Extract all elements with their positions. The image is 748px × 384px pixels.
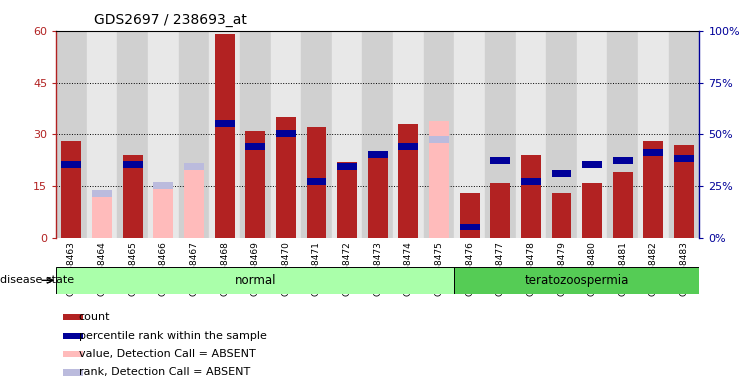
Bar	[276, 130, 295, 137]
Text: rank, Detection Call = ABSENT: rank, Detection Call = ABSENT	[79, 367, 250, 377]
Bar	[245, 131, 265, 238]
Bar	[63, 333, 83, 339]
Bar	[521, 155, 541, 238]
Bar	[399, 143, 418, 150]
Bar	[307, 178, 326, 185]
Bar	[613, 172, 633, 238]
Bar	[123, 161, 143, 168]
Bar	[577, 31, 607, 238]
Bar	[643, 141, 663, 238]
Bar	[368, 155, 387, 238]
Bar	[332, 31, 363, 238]
Bar	[179, 31, 209, 238]
Bar	[209, 31, 240, 238]
Bar	[490, 157, 510, 164]
Bar	[184, 164, 204, 170]
Text: GDS2697 / 238693_at: GDS2697 / 238693_at	[94, 13, 246, 27]
Bar	[184, 166, 204, 238]
Text: value, Detection Call = ABSENT: value, Detection Call = ABSENT	[79, 349, 255, 359]
Bar	[123, 155, 143, 238]
Bar	[87, 31, 117, 238]
Bar	[245, 143, 265, 150]
FancyBboxPatch shape	[454, 267, 699, 294]
Bar	[215, 34, 235, 238]
Bar	[521, 178, 541, 185]
Bar	[399, 124, 418, 238]
Bar	[363, 31, 393, 238]
Bar	[153, 183, 174, 238]
Bar	[63, 351, 83, 357]
Bar	[393, 31, 423, 238]
Bar	[582, 183, 602, 238]
Bar	[638, 31, 669, 238]
Bar	[215, 120, 235, 127]
Text: percentile rank within the sample: percentile rank within the sample	[79, 331, 266, 341]
Bar	[271, 31, 301, 238]
Bar	[92, 193, 112, 238]
Bar	[669, 31, 699, 238]
Bar	[368, 151, 387, 158]
Bar	[276, 117, 295, 238]
Bar	[582, 161, 602, 168]
Text: normal: normal	[234, 274, 276, 287]
Text: count: count	[79, 312, 110, 322]
Bar	[546, 31, 577, 238]
Bar	[429, 136, 449, 143]
Text: teratozoospermia: teratozoospermia	[524, 274, 629, 287]
Bar	[240, 31, 271, 238]
Bar	[515, 31, 546, 238]
Bar	[454, 31, 485, 238]
Bar	[460, 223, 479, 230]
Bar	[613, 157, 633, 164]
Bar	[61, 141, 82, 238]
FancyBboxPatch shape	[56, 267, 454, 294]
Bar	[92, 190, 112, 197]
Bar	[56, 31, 87, 238]
Bar	[63, 314, 83, 320]
Bar	[148, 31, 179, 238]
Bar	[153, 182, 174, 189]
Bar	[490, 183, 510, 238]
Bar	[61, 161, 82, 168]
Bar	[117, 31, 148, 238]
Bar	[301, 31, 332, 238]
Bar	[337, 164, 357, 170]
Bar	[607, 31, 638, 238]
Bar	[63, 369, 83, 376]
Bar	[307, 127, 326, 238]
Text: disease state: disease state	[0, 275, 74, 285]
Bar	[423, 31, 454, 238]
Bar	[551, 170, 571, 177]
Bar	[643, 149, 663, 156]
Bar	[485, 31, 515, 238]
Bar	[429, 121, 449, 238]
Bar	[674, 155, 694, 162]
Bar	[674, 145, 694, 238]
Bar	[551, 193, 571, 238]
Bar	[337, 162, 357, 238]
Bar	[460, 193, 479, 238]
